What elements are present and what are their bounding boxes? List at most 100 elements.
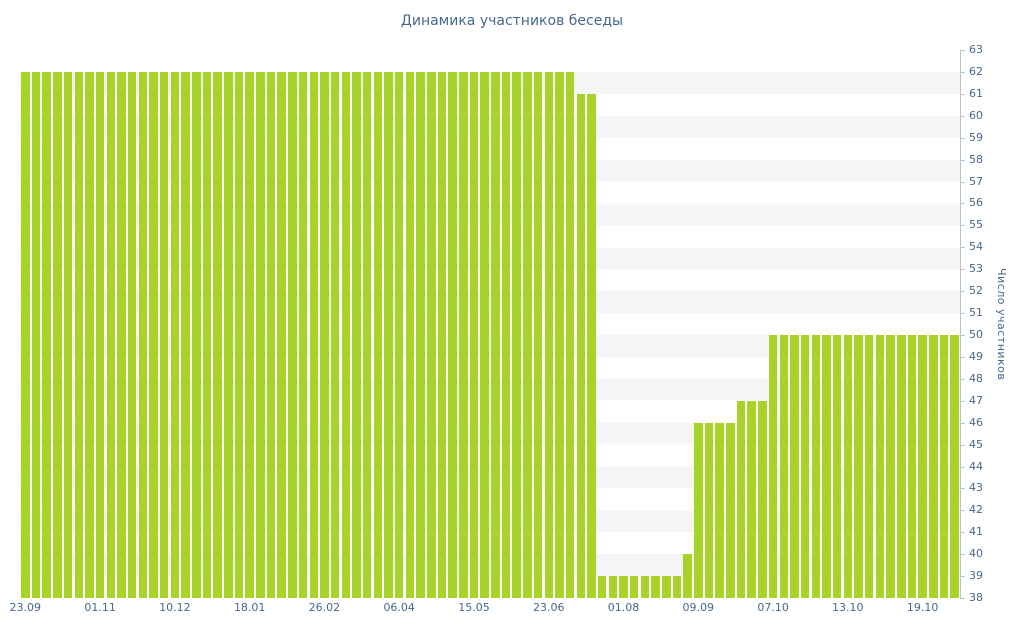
bar (533, 71, 543, 598)
bar (715, 422, 724, 598)
y-tick-label: 39 (969, 569, 983, 583)
bar (918, 334, 927, 598)
bar (459, 71, 468, 598)
bar (480, 71, 489, 598)
bar (939, 334, 949, 598)
bar (234, 71, 244, 598)
bar (950, 334, 959, 598)
y-axis-title: Число участников (995, 267, 1008, 381)
bars-layer (20, 50, 960, 598)
bar (309, 71, 318, 598)
y-tick-label: 42 (969, 503, 983, 517)
y-tick-label: 55 (969, 218, 983, 232)
x-tick-label: 01.08 (607, 601, 640, 614)
bar (832, 334, 842, 598)
bar (394, 71, 404, 598)
bar (864, 334, 874, 598)
x-tick-label: 07.10 (757, 601, 789, 614)
bar (224, 71, 233, 598)
bar (106, 71, 116, 598)
bar (373, 71, 383, 598)
bar (929, 334, 938, 598)
bar (138, 71, 148, 598)
chart-title: Динамика участников беседы (400, 13, 624, 29)
x-tick-label: 26.02 (308, 601, 341, 614)
bar (405, 71, 415, 598)
bar (149, 71, 158, 598)
bar (266, 71, 276, 598)
y-tick-label: 46 (969, 415, 983, 429)
bar (127, 71, 137, 598)
bar (672, 576, 682, 598)
x-tick-label: 06.04 (383, 601, 415, 614)
x-tick-label: 09.09 (682, 601, 715, 614)
y-tick-label: 44 (969, 459, 983, 473)
y-tick-label: 62 (969, 64, 983, 78)
x-tick-label: 23.09 (9, 601, 42, 614)
y-axis-line (960, 50, 961, 599)
x-tick-label: 18.01 (233, 601, 266, 614)
bar (768, 334, 778, 598)
bar (298, 71, 308, 598)
bar (159, 71, 169, 598)
bar (843, 334, 853, 598)
x-tick-label: 15.05 (458, 601, 490, 614)
bar (907, 334, 917, 598)
y-tick-label: 38 (969, 591, 983, 604)
bar (341, 71, 351, 598)
y-tick-label: 63 (969, 43, 983, 56)
bar (704, 422, 714, 598)
bar (170, 71, 180, 598)
bar (886, 334, 895, 598)
bar (854, 334, 863, 598)
x-tick-label: 01.11 (84, 601, 116, 614)
bar (437, 71, 447, 598)
bar (587, 93, 596, 598)
bar (85, 71, 94, 598)
bar (640, 576, 650, 598)
bar (192, 71, 201, 598)
bar (320, 71, 329, 598)
bar (42, 71, 51, 598)
bar (330, 71, 340, 598)
bar (811, 334, 821, 598)
bar (565, 71, 575, 598)
bar (181, 71, 190, 598)
bar (63, 71, 73, 598)
bar (651, 576, 660, 598)
bar (875, 334, 885, 598)
bar (448, 71, 457, 598)
bar (736, 400, 746, 598)
bar (288, 71, 297, 598)
bar (629, 576, 639, 598)
y-tick-label: 53 (969, 262, 983, 276)
bar (53, 71, 62, 598)
x-tick-label: 19.10 (906, 601, 939, 614)
bar (491, 71, 500, 598)
y-tick-label: 45 (969, 437, 983, 451)
y-tick-label: 56 (969, 196, 983, 210)
x-tick-label: 10.12 (159, 601, 191, 614)
bar (21, 71, 30, 598)
bar (662, 576, 671, 598)
bar (202, 71, 212, 598)
bar (117, 71, 126, 598)
bar (683, 554, 692, 598)
bar (747, 400, 756, 598)
x-tick-label: 23.06 (533, 601, 565, 614)
bar (384, 71, 393, 598)
y-tick-label: 59 (969, 130, 983, 144)
x-tick-label: 13.10 (832, 601, 864, 614)
plot-area (20, 50, 960, 598)
bar (95, 71, 105, 598)
bar (822, 334, 831, 598)
y-tick-label: 58 (969, 152, 983, 166)
bar (213, 71, 222, 598)
y-tick-label: 50 (969, 328, 983, 341)
bar (74, 71, 83, 598)
y-tick-label: 47 (969, 393, 983, 407)
y-tick-label: 51 (969, 306, 983, 319)
bar (726, 422, 735, 598)
bar (790, 334, 799, 598)
